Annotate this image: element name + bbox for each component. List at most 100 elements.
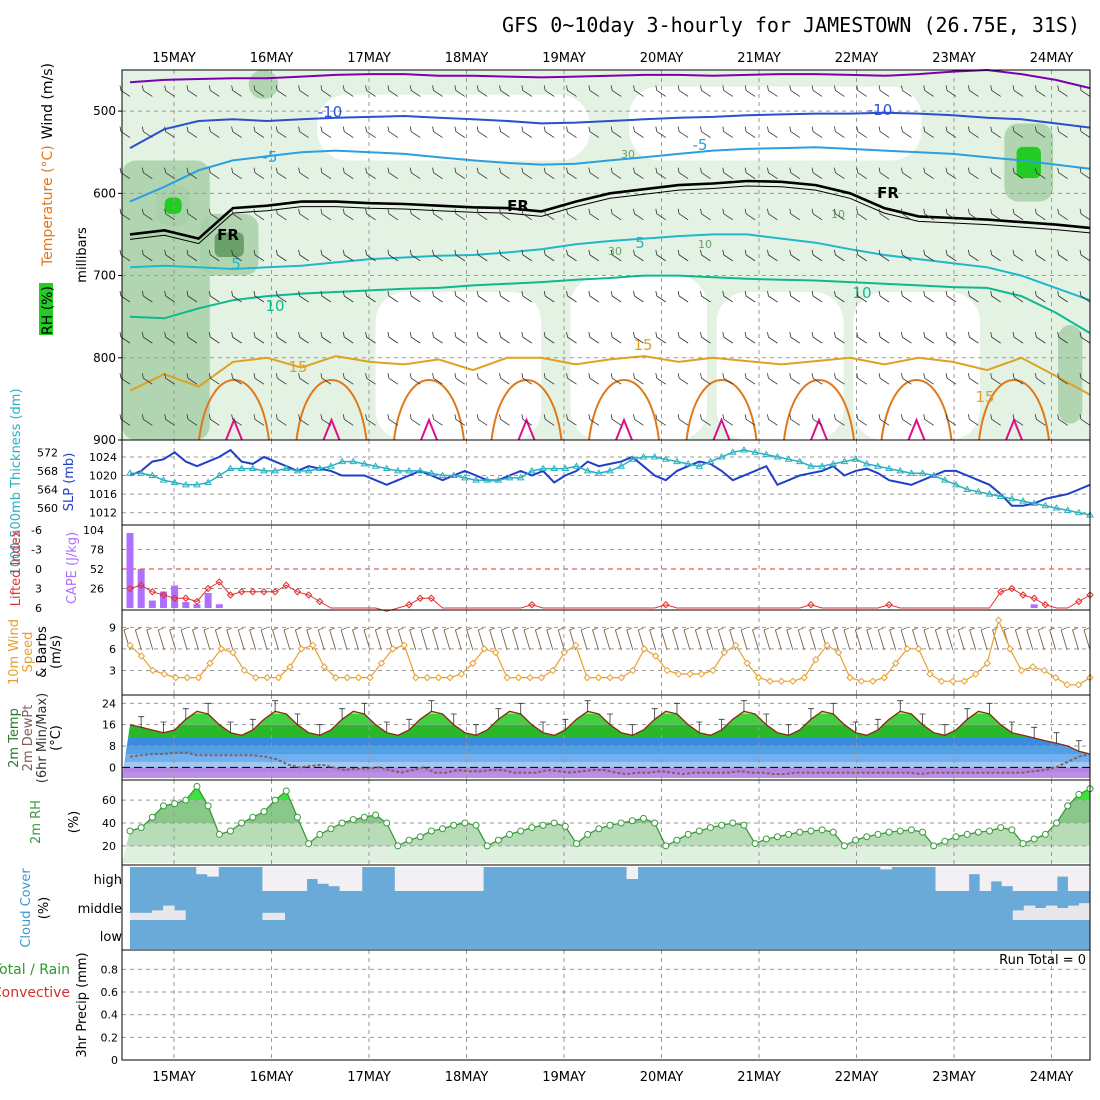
thickness-marker — [773, 452, 782, 460]
wind10-barb — [912, 627, 920, 651]
wind-barb — [387, 85, 399, 97]
ylabel-temp2m-text: 2m Temp2m DewPt(6hr Min/Max)(°C) — [7, 693, 64, 783]
cloud-mid — [174, 910, 186, 920]
thickness-marker — [829, 459, 838, 467]
wind10-barb — [1072, 627, 1080, 651]
wind-barb — [521, 373, 533, 385]
tick-precip: 0 — [111, 1054, 118, 1067]
cloud-high — [207, 867, 219, 877]
wind-barb — [409, 249, 421, 262]
wind10-barb — [763, 627, 771, 651]
wind-barb — [476, 167, 488, 179]
wind-barb — [365, 373, 376, 385]
minmax-bar — [540, 721, 547, 733]
rh-legend-swatch — [39, 283, 53, 335]
rh2m-marker — [137, 824, 145, 832]
wind-barb — [141, 373, 153, 385]
thickness-marker — [896, 466, 905, 474]
thickness-marker — [494, 476, 503, 483]
cloud-high — [990, 867, 1003, 882]
cloud-high — [472, 867, 484, 891]
rh2m-marker — [327, 825, 335, 833]
tick-thickness: 568 — [37, 465, 58, 478]
rh2m-marker — [628, 817, 636, 825]
tick-label: 500 — [93, 104, 116, 118]
minmax-bar — [294, 713, 301, 725]
wind-barb — [208, 373, 220, 385]
wind-barb — [253, 290, 265, 303]
wind-barb — [476, 249, 488, 262]
thickness-marker — [237, 464, 246, 472]
thickness-marker — [226, 464, 235, 472]
wind-speed-marker — [549, 666, 557, 675]
thickness-marker — [673, 457, 681, 465]
wind-barb — [298, 249, 309, 262]
wind10-barb — [729, 627, 737, 651]
thickness-line — [130, 449, 1091, 516]
wind-barb — [543, 290, 555, 303]
wind-speed-marker — [1040, 666, 1048, 675]
thickness-marker — [717, 452, 726, 460]
wind10-barb — [706, 627, 714, 651]
wind-barb — [789, 85, 800, 97]
wind-barb — [834, 332, 845, 344]
wind-barb — [208, 126, 220, 138]
wind-speed-marker — [252, 673, 260, 682]
li-marker — [293, 588, 302, 596]
wind-barb — [454, 167, 466, 179]
ylabel-rh2m: 2m RH — [29, 800, 44, 844]
wind-barb — [1034, 126, 1046, 138]
wind10-barb — [203, 627, 211, 651]
thickness-marker — [606, 466, 614, 474]
ylabel-slp-text: SLP (mb) — [62, 453, 77, 512]
wind10-barb — [397, 627, 405, 651]
wind-barb — [811, 85, 823, 97]
wind-barb — [365, 208, 376, 221]
ylabel-rh2m-line: 2m RH — [29, 800, 44, 844]
wind-speed-marker — [732, 641, 740, 650]
wind-barb — [1012, 373, 1024, 385]
wind-barb — [700, 208, 711, 221]
tick-li: -3 — [31, 544, 42, 557]
wind-speed-marker — [857, 677, 866, 685]
wind-barb — [387, 332, 399, 344]
wind-barb — [677, 373, 689, 385]
wind10-barb — [820, 627, 828, 651]
rh2m-marker — [405, 836, 413, 844]
wind-barb — [655, 373, 667, 385]
wind-barb — [454, 332, 466, 344]
cloud-high — [1067, 867, 1080, 891]
wind-speed-marker — [766, 677, 774, 685]
wind-barb — [476, 126, 488, 138]
wind-barb — [655, 85, 667, 97]
wind-barb — [253, 249, 265, 262]
date-label-top: 19MAY — [542, 51, 586, 66]
tick-li: -6 — [31, 524, 42, 537]
rh2m-marker — [305, 840, 313, 848]
temp-contour-25 — [1005, 417, 1023, 441]
wind-speed-marker — [160, 670, 168, 678]
wind-barb — [744, 290, 756, 303]
rh2m-marker — [662, 842, 670, 850]
wind10-barb — [934, 627, 942, 651]
minmax-bar — [584, 700, 591, 712]
tick-cape: 78 — [90, 544, 104, 557]
wind10-barb — [614, 627, 622, 651]
wind-speed-marker — [1006, 645, 1014, 653]
wind-speed-marker — [709, 666, 717, 675]
wind-barb — [677, 290, 689, 303]
thickness-marker — [851, 455, 860, 462]
thickness-marker — [706, 457, 715, 465]
wind-barb — [342, 332, 354, 344]
wind-barb — [275, 208, 287, 221]
wind-barb — [856, 373, 867, 385]
wind-barb — [588, 249, 600, 262]
li-line — [129, 581, 1091, 612]
wind-barb — [967, 290, 979, 303]
wind-barb — [432, 373, 443, 385]
wind-barb — [856, 414, 867, 426]
temp-contour-5 — [129, 233, 1091, 302]
wind-barb — [365, 414, 376, 426]
wind10-barb — [180, 627, 188, 651]
wind-barb — [990, 249, 1001, 262]
